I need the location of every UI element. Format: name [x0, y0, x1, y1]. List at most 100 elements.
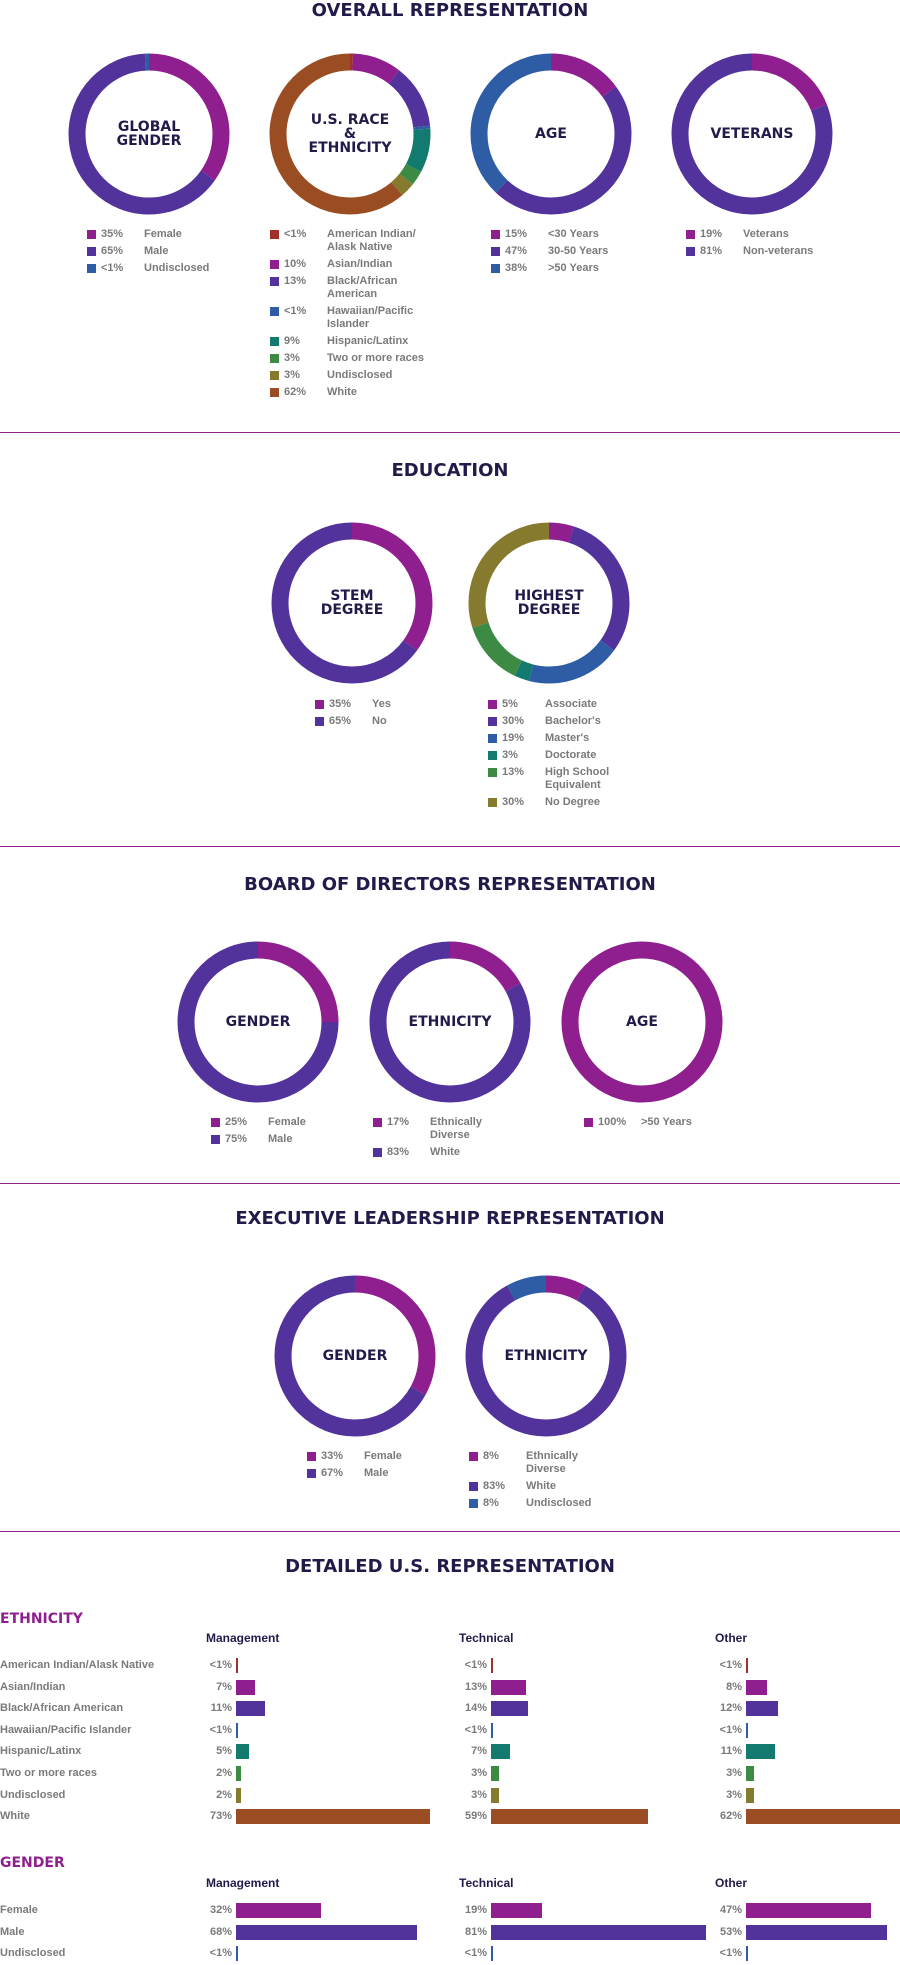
legend-item: 8% Ethnically Diverse: [469, 1450, 619, 1476]
detailed-ethnicity-bar: [746, 1744, 776, 1760]
detailed-gender-bar: [236, 1924, 417, 1940]
detailed-gender-bar-value: 53%: [719, 1925, 742, 1938]
legend-item: 17% Ethnically Diverse: [373, 1116, 523, 1142]
legend-label: Undisclosed: [327, 369, 393, 381]
legend-item: 100% >50 Years: [584, 1116, 734, 1129]
detailed-ethnicity-bar-value: 14%: [464, 1702, 487, 1715]
legend-percent: 65%: [329, 715, 352, 727]
detailed-ethnicity-bar: [491, 1766, 499, 1781]
section-title-board: BOARD OF DIRECTORS REPRESENTATION: [244, 874, 656, 895]
board-ethnicity-slice-1: [369, 941, 531, 1103]
detailed-ethnicity-row-label: Hawaiian/Pacific Islander: [0, 1723, 132, 1736]
legend-item: 13% High School Equivalent: [488, 766, 638, 792]
legend-percent: <1%: [284, 305, 307, 317]
legend-swatch: [491, 247, 500, 256]
legend-item: 30% Bachelor's: [488, 715, 638, 728]
legend-item: 35% Female: [87, 228, 237, 241]
legend-label: Two or more races: [327, 352, 424, 364]
highest-degree-slice-5: [468, 522, 630, 684]
detailed-ethnicity-bar: [491, 1658, 493, 1673]
legend-label: Bachelor's: [545, 715, 601, 727]
us-race-donut-title: U.S. RACE & ETHNICITY: [308, 112, 392, 156]
global-gender-slice-2: [68, 53, 230, 215]
board-gender-donut: GENDER: [176, 940, 340, 1104]
legend-item: <1% Hawaiian/Pacific Islander: [270, 305, 430, 331]
legend-item: 65% Male: [87, 245, 237, 258]
legend-swatch: [491, 264, 500, 273]
detailed-ethnicity-bar: [236, 1722, 238, 1738]
board-ethnicity-donut-svg: [369, 941, 531, 1103]
legend-swatch: [87, 247, 96, 256]
legend-percent: 13%: [284, 275, 307, 287]
exec-gender-donut-title: GENDER: [322, 1348, 388, 1364]
us-race-legend: <1% American Indian/ Alask Native 10% Asian…: [270, 228, 430, 403]
stem-slice-1: [271, 522, 433, 684]
detailed-gender-bar-value: 81%: [464, 1925, 487, 1938]
detailed-gender-bar-value: 19%: [464, 1904, 487, 1916]
board-ethnicity-donut: ETHNICITY: [368, 940, 532, 1104]
detailed-ethnicity-bar: [491, 1744, 510, 1760]
highest-degree-slice-2: [468, 522, 630, 684]
detailed-ethnicity-bar-value: 8%: [726, 1680, 742, 1693]
exec-ethnicity-donut-svg: [465, 1275, 627, 1437]
detailed-gender-bar-value: <1%: [209, 1947, 232, 1960]
legend-percent: 65%: [101, 245, 124, 257]
legend-swatch: [307, 1469, 316, 1478]
divider: [0, 846, 900, 847]
board-age-slice-0: [561, 941, 723, 1103]
detailed-ethnicity-bar-value: 2%: [216, 1767, 232, 1779]
legend-swatch: [270, 337, 279, 346]
legend-swatch: [87, 264, 96, 273]
exec-gender-donut: GENDER: [273, 1274, 437, 1438]
detailed-ethnicity-column-header: Other: [715, 1631, 748, 1645]
legend-item: 3% Doctorate: [488, 749, 638, 762]
legend-swatch: [488, 751, 497, 760]
us-race-donut: U.S. RACE & ETHNICITY: [268, 52, 432, 216]
legend-swatch: [315, 717, 324, 726]
detailed-ethnicity-bar: [746, 1679, 768, 1695]
legend-percent: <1%: [101, 262, 124, 274]
legend-percent: 25%: [225, 1116, 248, 1128]
legend-label: Male: [268, 1133, 293, 1145]
detailed-gender-column-header: Other: [715, 1876, 748, 1890]
legend-item: 75% Male: [211, 1133, 361, 1146]
board-gender-donut-svg: [177, 941, 339, 1103]
detailed-ethnicity-bar: [746, 1701, 778, 1717]
detailed-ethnicity-bar-value: 5%: [216, 1745, 232, 1758]
exec-gender-donut-svg: [274, 1275, 436, 1437]
ethnicity-heading: ETHNICITY: [0, 1611, 83, 1627]
legend-percent: 8%: [483, 1497, 499, 1509]
legend-label: Undisclosed: [144, 262, 210, 274]
highest-degree-slice-1: [468, 522, 630, 684]
detailed-ethnicity-bar-value: 3%: [726, 1788, 742, 1801]
legend-swatch: [584, 1118, 593, 1127]
legend-item: 8% Undisclosed: [469, 1497, 619, 1510]
legend-percent: 38%: [505, 262, 528, 274]
us-race-slice-7: [269, 53, 431, 215]
divider: [0, 1183, 900, 1184]
legend-item: 30% No Degree: [488, 796, 638, 809]
legend-label: <30 Years: [548, 228, 599, 240]
legend-label: High School Equivalent: [545, 766, 610, 791]
detailed-ethnicity-bar: [236, 1658, 238, 1673]
exec-gender-legend: 33% Female 67% Male: [307, 1450, 457, 1484]
legend-label: Male: [364, 1467, 389, 1479]
age-slice-2: [470, 53, 632, 215]
legend-label: Master's: [545, 732, 590, 744]
legend-swatch: [270, 260, 279, 269]
detailed-gender-bar-value: 32%: [209, 1904, 232, 1916]
legend-item: 65% No: [315, 715, 465, 728]
board-gender-donut-title: GENDER: [225, 1014, 291, 1030]
exec-ethnicity-donut: ETHNICITY: [464, 1274, 628, 1438]
legend-item: 19% Veterans: [686, 228, 836, 241]
detailed-ethnicity-row-label: White: [0, 1810, 30, 1823]
board-age-legend: 100% >50 Years: [584, 1116, 734, 1133]
stem-donut-title: STEM DEGREE: [320, 588, 384, 618]
legend-percent: 35%: [329, 698, 352, 710]
legend-label: Doctorate: [545, 749, 597, 761]
legend-percent: 35%: [101, 228, 124, 240]
legend-item: 19% Master's: [488, 732, 638, 745]
detailed-ethnicity-row-label: Black/African American: [0, 1702, 124, 1715]
legend-item: 83% White: [469, 1480, 619, 1493]
legend-percent: 3%: [284, 352, 300, 364]
